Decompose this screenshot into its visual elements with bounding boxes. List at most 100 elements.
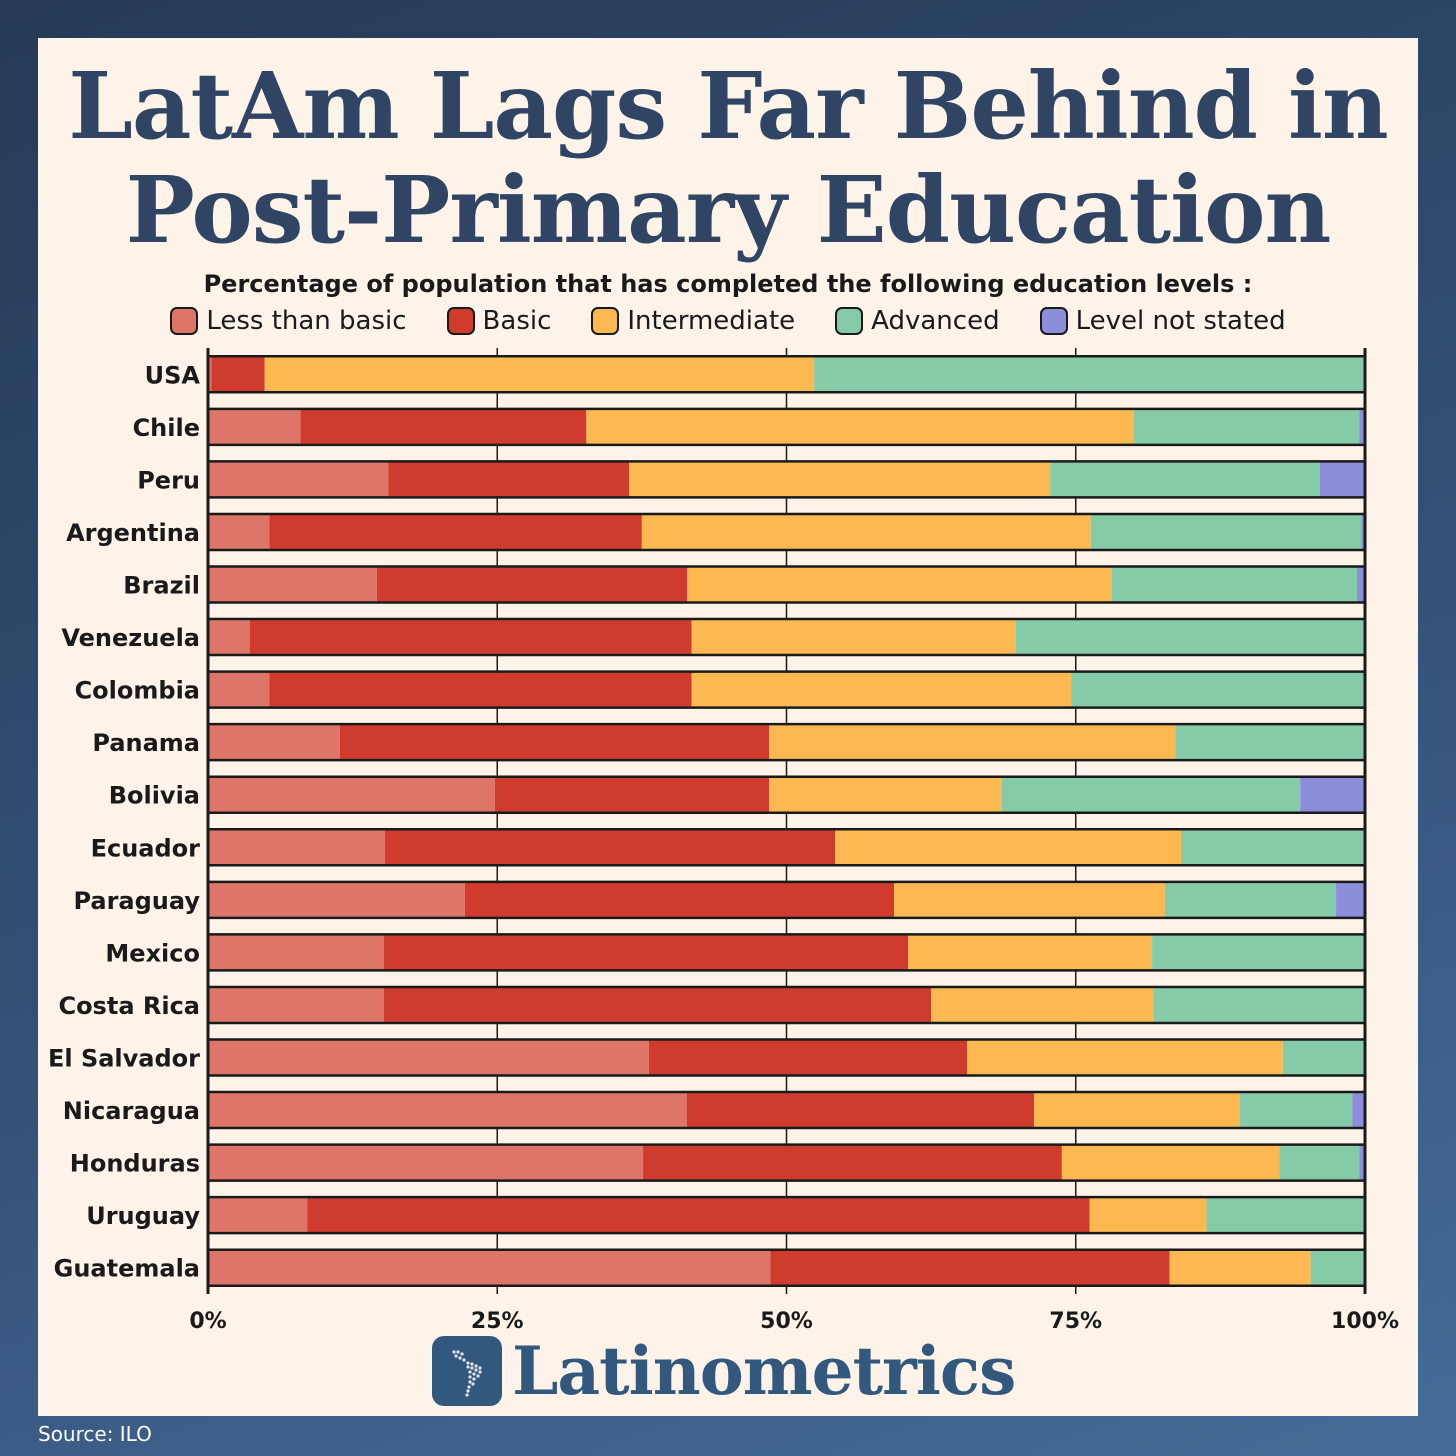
- bar-segment: [208, 777, 495, 812]
- bar-segment: [264, 357, 815, 392]
- category-label: Colombia: [75, 677, 200, 705]
- bar-segment: [1352, 1093, 1365, 1128]
- bar-segment: [586, 409, 1134, 444]
- x-tick-label: 0%: [189, 1309, 226, 1334]
- bar-segment: [208, 672, 270, 707]
- category-label: Brazil: [123, 572, 200, 600]
- bar-segment: [1336, 882, 1365, 917]
- bar-segment: [1310, 1250, 1365, 1285]
- legend-item: Level not stated: [1039, 306, 1286, 336]
- category-label: Chile: [133, 414, 200, 442]
- bar-segment: [249, 620, 692, 655]
- bar-segment: [339, 725, 770, 760]
- category-label: El Salvador: [48, 1045, 200, 1073]
- x-tick-label: 50%: [760, 1309, 813, 1334]
- legend-item: Basic: [446, 306, 552, 336]
- bar-segment: [1356, 567, 1365, 602]
- category-label: Argentina: [66, 519, 200, 547]
- bar-segment: [1153, 987, 1365, 1022]
- bar-segment: [208, 409, 301, 444]
- bar-segment: [1319, 462, 1365, 497]
- category-label: Bolivia: [109, 782, 200, 810]
- bar-segment: [464, 882, 895, 917]
- bar-segment: [641, 514, 1091, 549]
- bar-segment: [1061, 1145, 1280, 1180]
- bar-segment: [769, 725, 1176, 760]
- brand-name: Latinometrics: [512, 1332, 1016, 1410]
- bar-segment: [643, 1145, 1062, 1180]
- page-title-line-1: LatAm Lags Far Behind in: [68, 52, 1389, 160]
- bar-segment: [648, 1040, 967, 1075]
- bar-segment: [769, 777, 1002, 812]
- bar-segment: [208, 935, 384, 970]
- bar-segment: [208, 725, 340, 760]
- legend-label: Less than basic: [206, 306, 407, 336]
- source-note: Source: ILO: [38, 1422, 152, 1446]
- legend-item: Advanced: [835, 306, 1000, 336]
- category-label: Honduras: [70, 1150, 200, 1178]
- legend-swatch: [170, 307, 199, 335]
- brand: Latinometrics: [432, 1332, 1016, 1410]
- bar-segment: [208, 1093, 687, 1128]
- bar-segment: [1282, 1040, 1365, 1075]
- bar-segment: [208, 462, 389, 497]
- bar-segment: [1164, 882, 1337, 917]
- bar-segment: [770, 1250, 1170, 1285]
- bar-segment: [966, 1040, 1283, 1075]
- legend-swatch: [835, 307, 864, 335]
- bar-segment: [208, 882, 465, 917]
- bar-segment: [1071, 672, 1365, 707]
- bar-segment: [1279, 1145, 1360, 1180]
- bar-segment: [907, 935, 1153, 970]
- chart-legend: Less than basic Basic Intermediate Advanced…: [38, 306, 1418, 336]
- legend-label: Intermediate: [627, 306, 796, 336]
- bar-segment: [376, 567, 687, 602]
- page-title-line-2: Post-Primary Education: [125, 156, 1332, 264]
- bar-segment: [383, 987, 932, 1022]
- bar-segment: [208, 620, 250, 655]
- legend-label: Basic: [482, 306, 552, 336]
- bar-segment: [1152, 935, 1365, 970]
- bar-segment: [208, 357, 212, 392]
- category-label: Ecuador: [91, 834, 201, 862]
- bar-segment: [1169, 1250, 1311, 1285]
- legend-swatch: [591, 307, 620, 335]
- bar-segment: [1111, 567, 1357, 602]
- category-label: USA: [145, 361, 201, 389]
- bar-segment: [691, 672, 1072, 707]
- category-label: Peru: [137, 466, 200, 494]
- category-label: Uruguay: [86, 1202, 200, 1230]
- bar-segment: [1181, 830, 1365, 865]
- bar-segment: [1133, 409, 1360, 444]
- legend-item: Intermediate: [591, 306, 795, 336]
- bar-segment: [307, 1198, 1090, 1233]
- legend-swatch: [1039, 307, 1068, 335]
- bar-segment: [1359, 409, 1365, 444]
- bar-segment: [1015, 620, 1365, 655]
- bar-segment: [208, 830, 386, 865]
- bar-segment: [1359, 1145, 1365, 1180]
- bar-segment: [1034, 1093, 1241, 1128]
- legend-item: Less than basic: [170, 306, 407, 336]
- bar-segment: [686, 567, 1112, 602]
- bar-segment: [208, 1145, 644, 1180]
- chart-panel: LatAm Lags Far Behind in Post-Primary Ed…: [38, 38, 1418, 1416]
- bar-segment: [1240, 1093, 1353, 1128]
- stacked-bar-chart: USA Chile Peru Argentina Brazil Venezuela Colo…: [48, 348, 1399, 1334]
- category-label: Paraguay: [73, 887, 200, 915]
- bar-segment: [383, 935, 908, 970]
- bar-segment: [208, 987, 384, 1022]
- category-label: Mexico: [105, 939, 200, 967]
- bar-segment: [208, 1040, 649, 1075]
- bar-segment: [208, 1198, 308, 1233]
- legend-swatch: [446, 307, 475, 335]
- bar-segment: [269, 672, 692, 707]
- bar-segment: [1361, 514, 1365, 549]
- category-label: Guatemala: [54, 1255, 200, 1283]
- bar-segment: [835, 830, 1182, 865]
- legend-label: Level not stated: [1075, 306, 1286, 336]
- bar-segment: [388, 462, 630, 497]
- bar-segment: [1175, 725, 1365, 760]
- bar-segment: [494, 777, 770, 812]
- bar-segment: [1050, 462, 1320, 497]
